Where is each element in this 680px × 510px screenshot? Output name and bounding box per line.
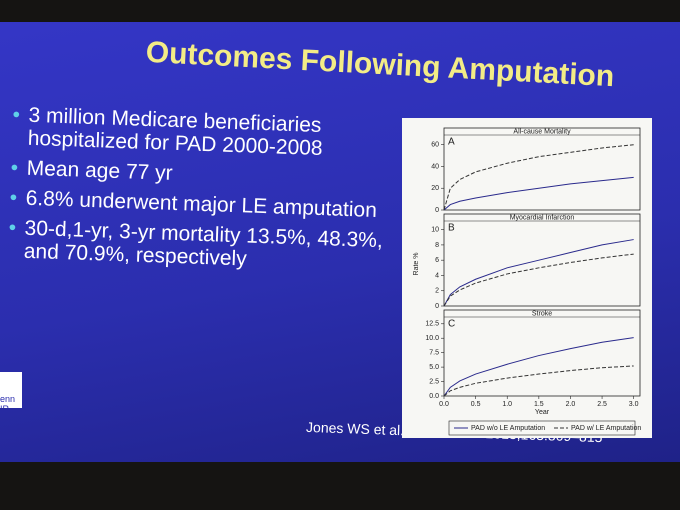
panel-letter: C [448, 319, 455, 330]
logo-text: enn IR [0, 394, 16, 408]
y-tick-label: 0 [435, 303, 439, 310]
x-tick-label: 1.5 [534, 401, 544, 408]
x-tick-label: 3.0 [629, 401, 639, 408]
panel-title: Myocardial Infarction [510, 214, 575, 221]
x-tick-label: 0.0 [439, 401, 449, 408]
y-tick-label: 7.5 [429, 350, 439, 357]
panel-title: All-cause Mortality [513, 128, 571, 135]
y-tick-label: 6 [435, 257, 439, 264]
y-tick-label: 40 [431, 163, 439, 170]
legend-frame [448, 420, 636, 436]
series-line [443, 253, 634, 307]
bullet: 30-d,1-yr, 3-yr mortality 13.5%, 48.3%, … [7, 216, 398, 276]
x-tick-label: 0.5 [471, 401, 481, 408]
chart-background [402, 118, 652, 438]
slide: Outcomes Following Amputation 3 million … [0, 22, 680, 462]
y-tick-label: 10 [431, 226, 439, 233]
series-line [443, 176, 634, 211]
bullet: 3 million Medicare beneficiaries hospita… [11, 103, 402, 163]
legend-label: PAD w/ LE Amputation [571, 425, 641, 432]
y-tick-label: 12.5 [425, 321, 439, 328]
slide-title: Outcomes Following Amputation [145, 35, 616, 94]
citation-text: Jones WS et al. [305, 418, 409, 439]
panel-letter: A [448, 137, 455, 148]
legend-label: PAD w/o LE Amputation [471, 425, 545, 432]
panel-frame [443, 127, 641, 211]
y-tick-label: 10.0 [425, 335, 439, 342]
x-tick-label: 2.0 [566, 401, 576, 408]
series-line [443, 337, 634, 397]
panel-frame [443, 309, 641, 397]
y-tick-label: 5.0 [429, 364, 439, 371]
y-tick-label: 20 [431, 185, 439, 192]
y-axis-label: Rate % [413, 253, 420, 276]
y-tick-label: 60 [431, 142, 439, 149]
y-tick-label: 0.0 [429, 393, 439, 400]
x-tick-label: 2.5 [597, 401, 607, 408]
x-axis-label: Year [535, 409, 550, 416]
panel-title: Stroke [532, 310, 552, 317]
y-tick-label: 4 [435, 272, 439, 279]
series-line [443, 239, 634, 307]
y-tick-label: 8 [435, 242, 439, 249]
series-line [443, 144, 634, 211]
y-tick-label: 0 [435, 207, 439, 214]
y-tick-label: 2 [435, 288, 439, 295]
series-line [443, 365, 634, 397]
logo: enn IR [0, 372, 22, 408]
panel-letter: B [448, 223, 455, 234]
bullet-list: 3 million Medicare beneficiaries hospita… [7, 103, 403, 283]
x-tick-label: 1.0 [502, 401, 512, 408]
y-tick-label: 2.5 [429, 378, 439, 385]
